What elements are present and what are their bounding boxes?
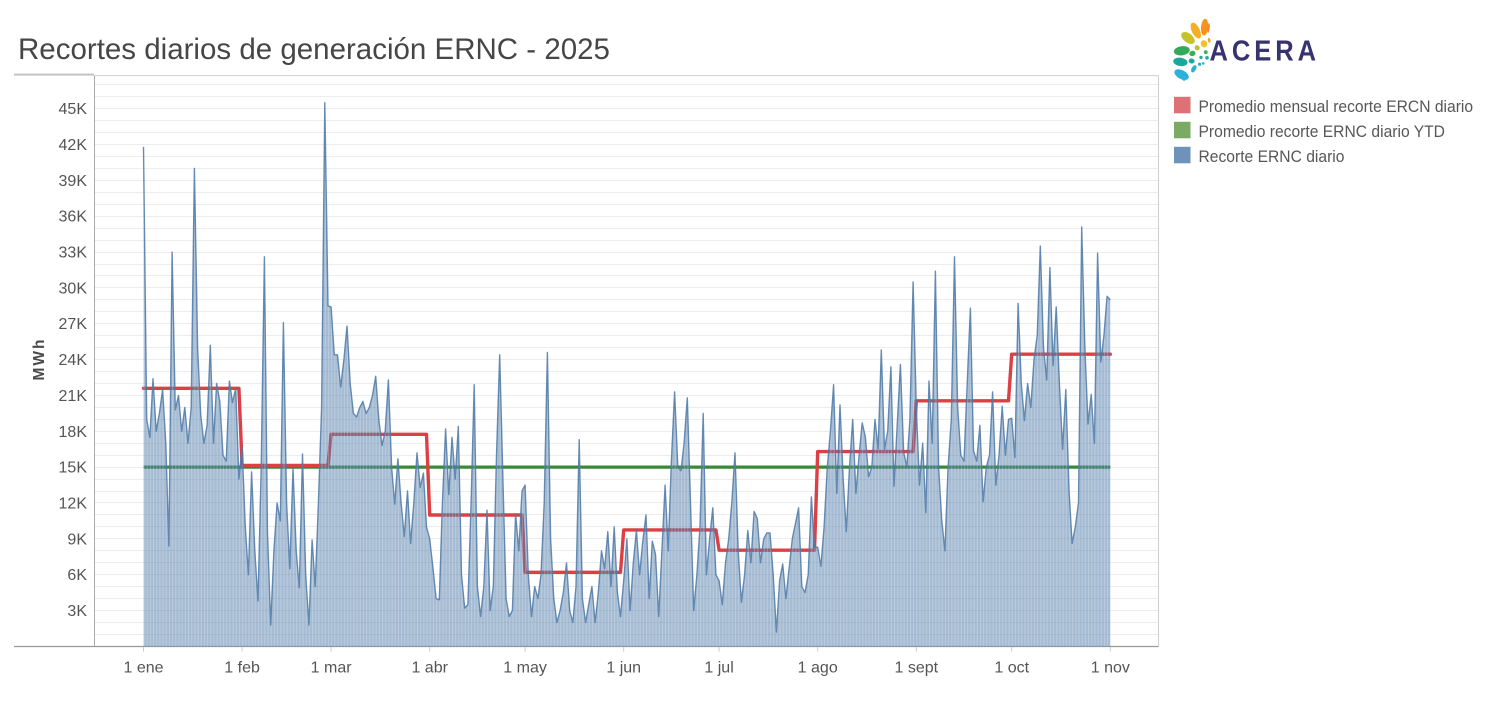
svg-text:1 abr: 1 abr xyxy=(411,660,448,677)
svg-text:1 sept: 1 sept xyxy=(895,660,939,677)
svg-text:Promedio recorte ERNC diario Y: Promedio recorte ERNC diario YTD xyxy=(1199,122,1446,141)
svg-text:1 oct: 1 oct xyxy=(994,660,1029,677)
svg-text:30K: 30K xyxy=(59,280,88,297)
svg-text:24K: 24K xyxy=(59,352,88,369)
svg-text:33K: 33K xyxy=(59,245,88,262)
svg-text:18K: 18K xyxy=(59,424,88,441)
svg-text:42K: 42K xyxy=(59,137,88,154)
svg-text:21K: 21K xyxy=(59,388,88,405)
svg-text:1 feb: 1 feb xyxy=(224,660,260,677)
svg-text:3K: 3K xyxy=(67,603,87,620)
svg-text:ACERA: ACERA xyxy=(1210,34,1320,67)
svg-text:1 jun: 1 jun xyxy=(606,660,641,677)
svg-text:Recorte ERNC diario: Recorte ERNC diario xyxy=(1199,147,1345,166)
svg-text:15K: 15K xyxy=(59,460,88,477)
svg-text:27K: 27K xyxy=(59,316,88,333)
svg-text:45K: 45K xyxy=(59,101,88,118)
svg-text:12K: 12K xyxy=(59,496,88,513)
svg-text:1 ago: 1 ago xyxy=(798,660,838,677)
svg-text:39K: 39K xyxy=(59,173,88,190)
svg-text:1 ene: 1 ene xyxy=(123,660,163,677)
svg-text:6K: 6K xyxy=(67,567,87,584)
svg-text:Recortes diarios de generación: Recortes diarios de generación ERNC - 20… xyxy=(18,33,610,66)
svg-text:1 nov: 1 nov xyxy=(1091,660,1130,677)
svg-text:1 mar: 1 mar xyxy=(311,660,353,677)
svg-text:1 may: 1 may xyxy=(503,660,547,677)
svg-text:1 jul: 1 jul xyxy=(704,660,733,677)
svg-text:36K: 36K xyxy=(59,209,88,226)
svg-text:MWh: MWh xyxy=(31,337,48,380)
svg-text:Promedio mensual recorte ERCN: Promedio mensual recorte ERCN diario xyxy=(1199,97,1474,116)
svg-text:9K: 9K xyxy=(67,531,87,548)
